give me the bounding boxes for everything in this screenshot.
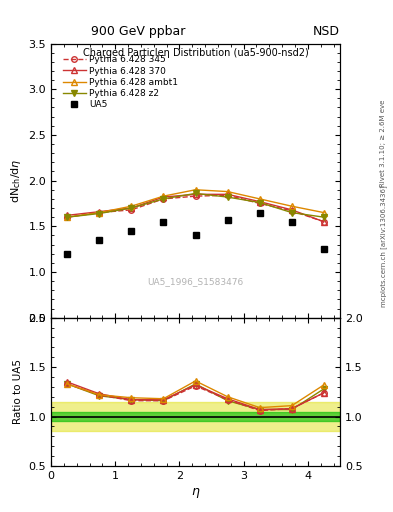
Text: Rivet 3.1.10; ≥ 2.6M eve: Rivet 3.1.10; ≥ 2.6M eve — [380, 100, 386, 187]
Pythia 6.428 z2 — [321, 214, 326, 220]
Pythia 6.428 ambt1 — [97, 209, 101, 216]
Pythia 6.428 345 — [161, 196, 166, 202]
Line: Pythia 6.428 z2: Pythia 6.428 z2 — [64, 190, 327, 220]
Pythia 6.428 z2 — [65, 214, 70, 220]
UA5 — [161, 219, 166, 225]
Pythia 6.428 z2 — [257, 200, 262, 206]
Pythia 6.428 345 — [193, 193, 198, 199]
Pythia 6.428 345 — [97, 209, 101, 216]
Pythia 6.428 370 — [97, 208, 101, 215]
Pythia 6.428 ambt1 — [65, 214, 70, 220]
Pythia 6.428 370 — [65, 212, 70, 219]
Text: NSD: NSD — [313, 26, 340, 38]
Pythia 6.428 z2 — [193, 190, 198, 197]
Pythia 6.428 345 — [321, 219, 326, 225]
Pythia 6.428 ambt1 — [257, 196, 262, 202]
Pythia 6.428 345 — [225, 192, 230, 198]
Text: 900 GeV ppbar: 900 GeV ppbar — [90, 26, 185, 38]
Line: Pythia 6.428 345: Pythia 6.428 345 — [64, 193, 327, 225]
Pythia 6.428 370 — [289, 207, 294, 213]
Pythia 6.428 z2 — [289, 209, 294, 216]
Bar — [51, 412, 340, 421]
Pythia 6.428 345 — [289, 208, 294, 214]
Pythia 6.428 z2 — [97, 210, 101, 217]
UA5 — [193, 232, 198, 239]
Pythia 6.428 370 — [161, 194, 166, 200]
Y-axis label: Ratio to UA5: Ratio to UA5 — [13, 359, 23, 424]
UA5 — [257, 209, 262, 216]
Line: Pythia 6.428 370: Pythia 6.428 370 — [64, 191, 327, 225]
Text: mcplots.cern.ch [arXiv:1306.3436]: mcplots.cern.ch [arXiv:1306.3436] — [380, 185, 387, 307]
Pythia 6.428 370 — [193, 191, 198, 198]
Pythia 6.428 ambt1 — [289, 203, 294, 209]
UA5 — [97, 237, 101, 243]
Line: Pythia 6.428 ambt1: Pythia 6.428 ambt1 — [64, 187, 327, 220]
Line: UA5: UA5 — [64, 209, 327, 257]
UA5 — [321, 246, 326, 252]
UA5 — [65, 251, 70, 257]
Pythia 6.428 ambt1 — [161, 193, 166, 199]
Pythia 6.428 345 — [65, 214, 70, 220]
UA5 — [129, 228, 134, 234]
UA5 — [289, 219, 294, 225]
Pythia 6.428 z2 — [161, 196, 166, 202]
Y-axis label: dN$_\mathregular{ch}$/d$\eta$: dN$_\mathregular{ch}$/d$\eta$ — [9, 158, 23, 203]
UA5 — [225, 217, 230, 223]
Pythia 6.428 345 — [129, 207, 134, 213]
Bar — [51, 402, 340, 431]
Pythia 6.428 370 — [225, 191, 230, 198]
Pythia 6.428 370 — [321, 219, 326, 225]
Pythia 6.428 z2 — [129, 205, 134, 211]
Pythia 6.428 ambt1 — [129, 203, 134, 209]
Pythia 6.428 370 — [257, 199, 262, 205]
X-axis label: $\eta$: $\eta$ — [191, 486, 200, 500]
Pythia 6.428 345 — [257, 200, 262, 206]
Pythia 6.428 ambt1 — [225, 188, 230, 195]
Legend: Pythia 6.428 345, Pythia 6.428 370, Pythia 6.428 ambt1, Pythia 6.428 z2, UA5: Pythia 6.428 345, Pythia 6.428 370, Pyth… — [61, 54, 180, 111]
Text: UA5_1996_S1583476: UA5_1996_S1583476 — [147, 278, 244, 287]
Text: Charged Particleη Distribution (ua5-900-nsd2): Charged Particleη Distribution (ua5-900-… — [83, 48, 309, 58]
Pythia 6.428 ambt1 — [193, 187, 198, 193]
Pythia 6.428 370 — [129, 205, 134, 211]
Pythia 6.428 ambt1 — [321, 209, 326, 216]
Pythia 6.428 z2 — [225, 194, 230, 200]
